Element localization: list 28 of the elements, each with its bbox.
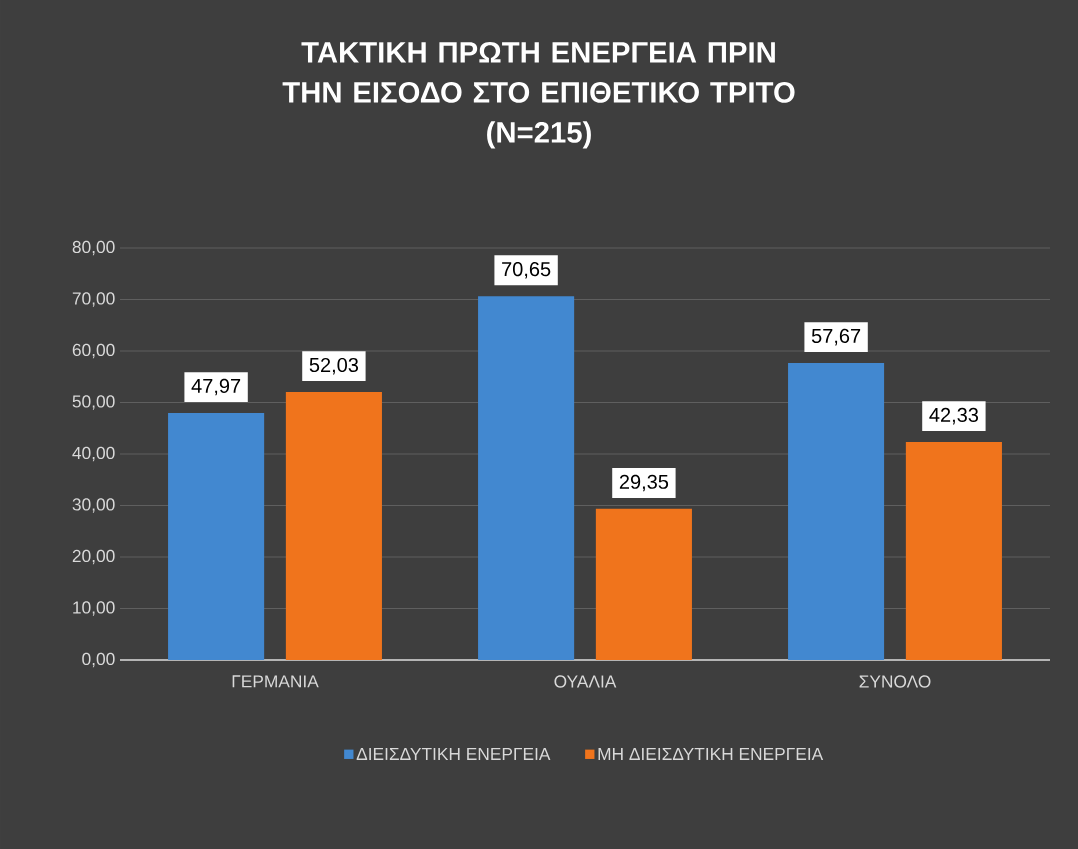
- chart-subtitle: (N=215): [487, 121, 591, 149]
- chart-title: ΤΑΚΤΙΚΗ ΠΡΩΤΗ ΕΝΕΡΓΕΙΑ ΠΡΙΝ ΤΗΝ ΕΙΣΟΔΟ ΣΤΟ ΕΠΙΘΕΤΙΚΟ ΤΡΙΤΟ: [282, 42, 795, 103]
- bar: [595, 508, 692, 660]
- data-label: 47,97: [191, 378, 241, 396]
- bar: [905, 441, 1002, 660]
- y-tick-label: 50,00: [72, 395, 115, 410]
- bar: [478, 296, 575, 660]
- y-tick-label: 40,00: [72, 446, 115, 462]
- bar: [168, 412, 265, 660]
- data-label: 29,35: [619, 474, 669, 492]
- x-tick-label: ΣΥΝΟΛΟ: [859, 675, 931, 688]
- y-tick-label: 30,00: [72, 498, 115, 513]
- y-tick-label: 80,00: [72, 240, 115, 256]
- y-tick-label: 10,00: [73, 601, 115, 616]
- data-label: 70,65: [502, 262, 551, 279]
- data-label: 57,67: [811, 328, 861, 346]
- data-label: 52,03: [309, 357, 359, 375]
- bar: [285, 392, 382, 660]
- y-tick-label: 70,00: [72, 292, 115, 307]
- y-tick-label: 60,00: [72, 343, 115, 359]
- legend-label: ΜΗ ΔΙΕΙΣΔΥΤΙΚΗ ΕΝΕΡΓΕΙΑ: [598, 747, 824, 760]
- data-label: 42,33: [929, 407, 979, 425]
- y-tick-label: 20,00: [72, 549, 115, 565]
- bar: [788, 362, 885, 660]
- legend-label: ΔΙΕΙΣΔΥΤΙΚΗ ΕΝΕΡΓΕΙΑ: [356, 747, 551, 760]
- y-tick-label: 0,00: [82, 652, 115, 668]
- x-tick-label: ΓΕΡΜΑΝΙΑ: [232, 675, 319, 688]
- x-tick-label: ΟΥΑΛΙΑ: [554, 675, 617, 688]
